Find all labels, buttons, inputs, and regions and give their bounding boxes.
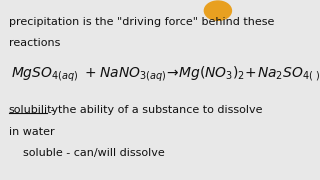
Text: solubility: solubility — [9, 105, 59, 115]
Text: soluble - can/will dissolve: soluble - can/will dissolve — [9, 148, 164, 158]
Text: precipitation is the "driving force" behind these: precipitation is the "driving force" beh… — [9, 17, 274, 27]
Text: in water: in water — [9, 127, 54, 137]
Text: $MgSO_{4(aq)}\ +NaNO_{3(aq)}\!\rightarrow\! Mg(NO_3)_2\!+\!Na_2SO_{4(\ )}$: $MgSO_{4(aq)}\ +NaNO_{3(aq)}\!\rightarro… — [11, 64, 320, 84]
Text: reactions: reactions — [9, 38, 60, 48]
Text: - the ability of a substance to dissolve: - the ability of a substance to dissolve — [47, 105, 262, 115]
Circle shape — [204, 1, 231, 20]
